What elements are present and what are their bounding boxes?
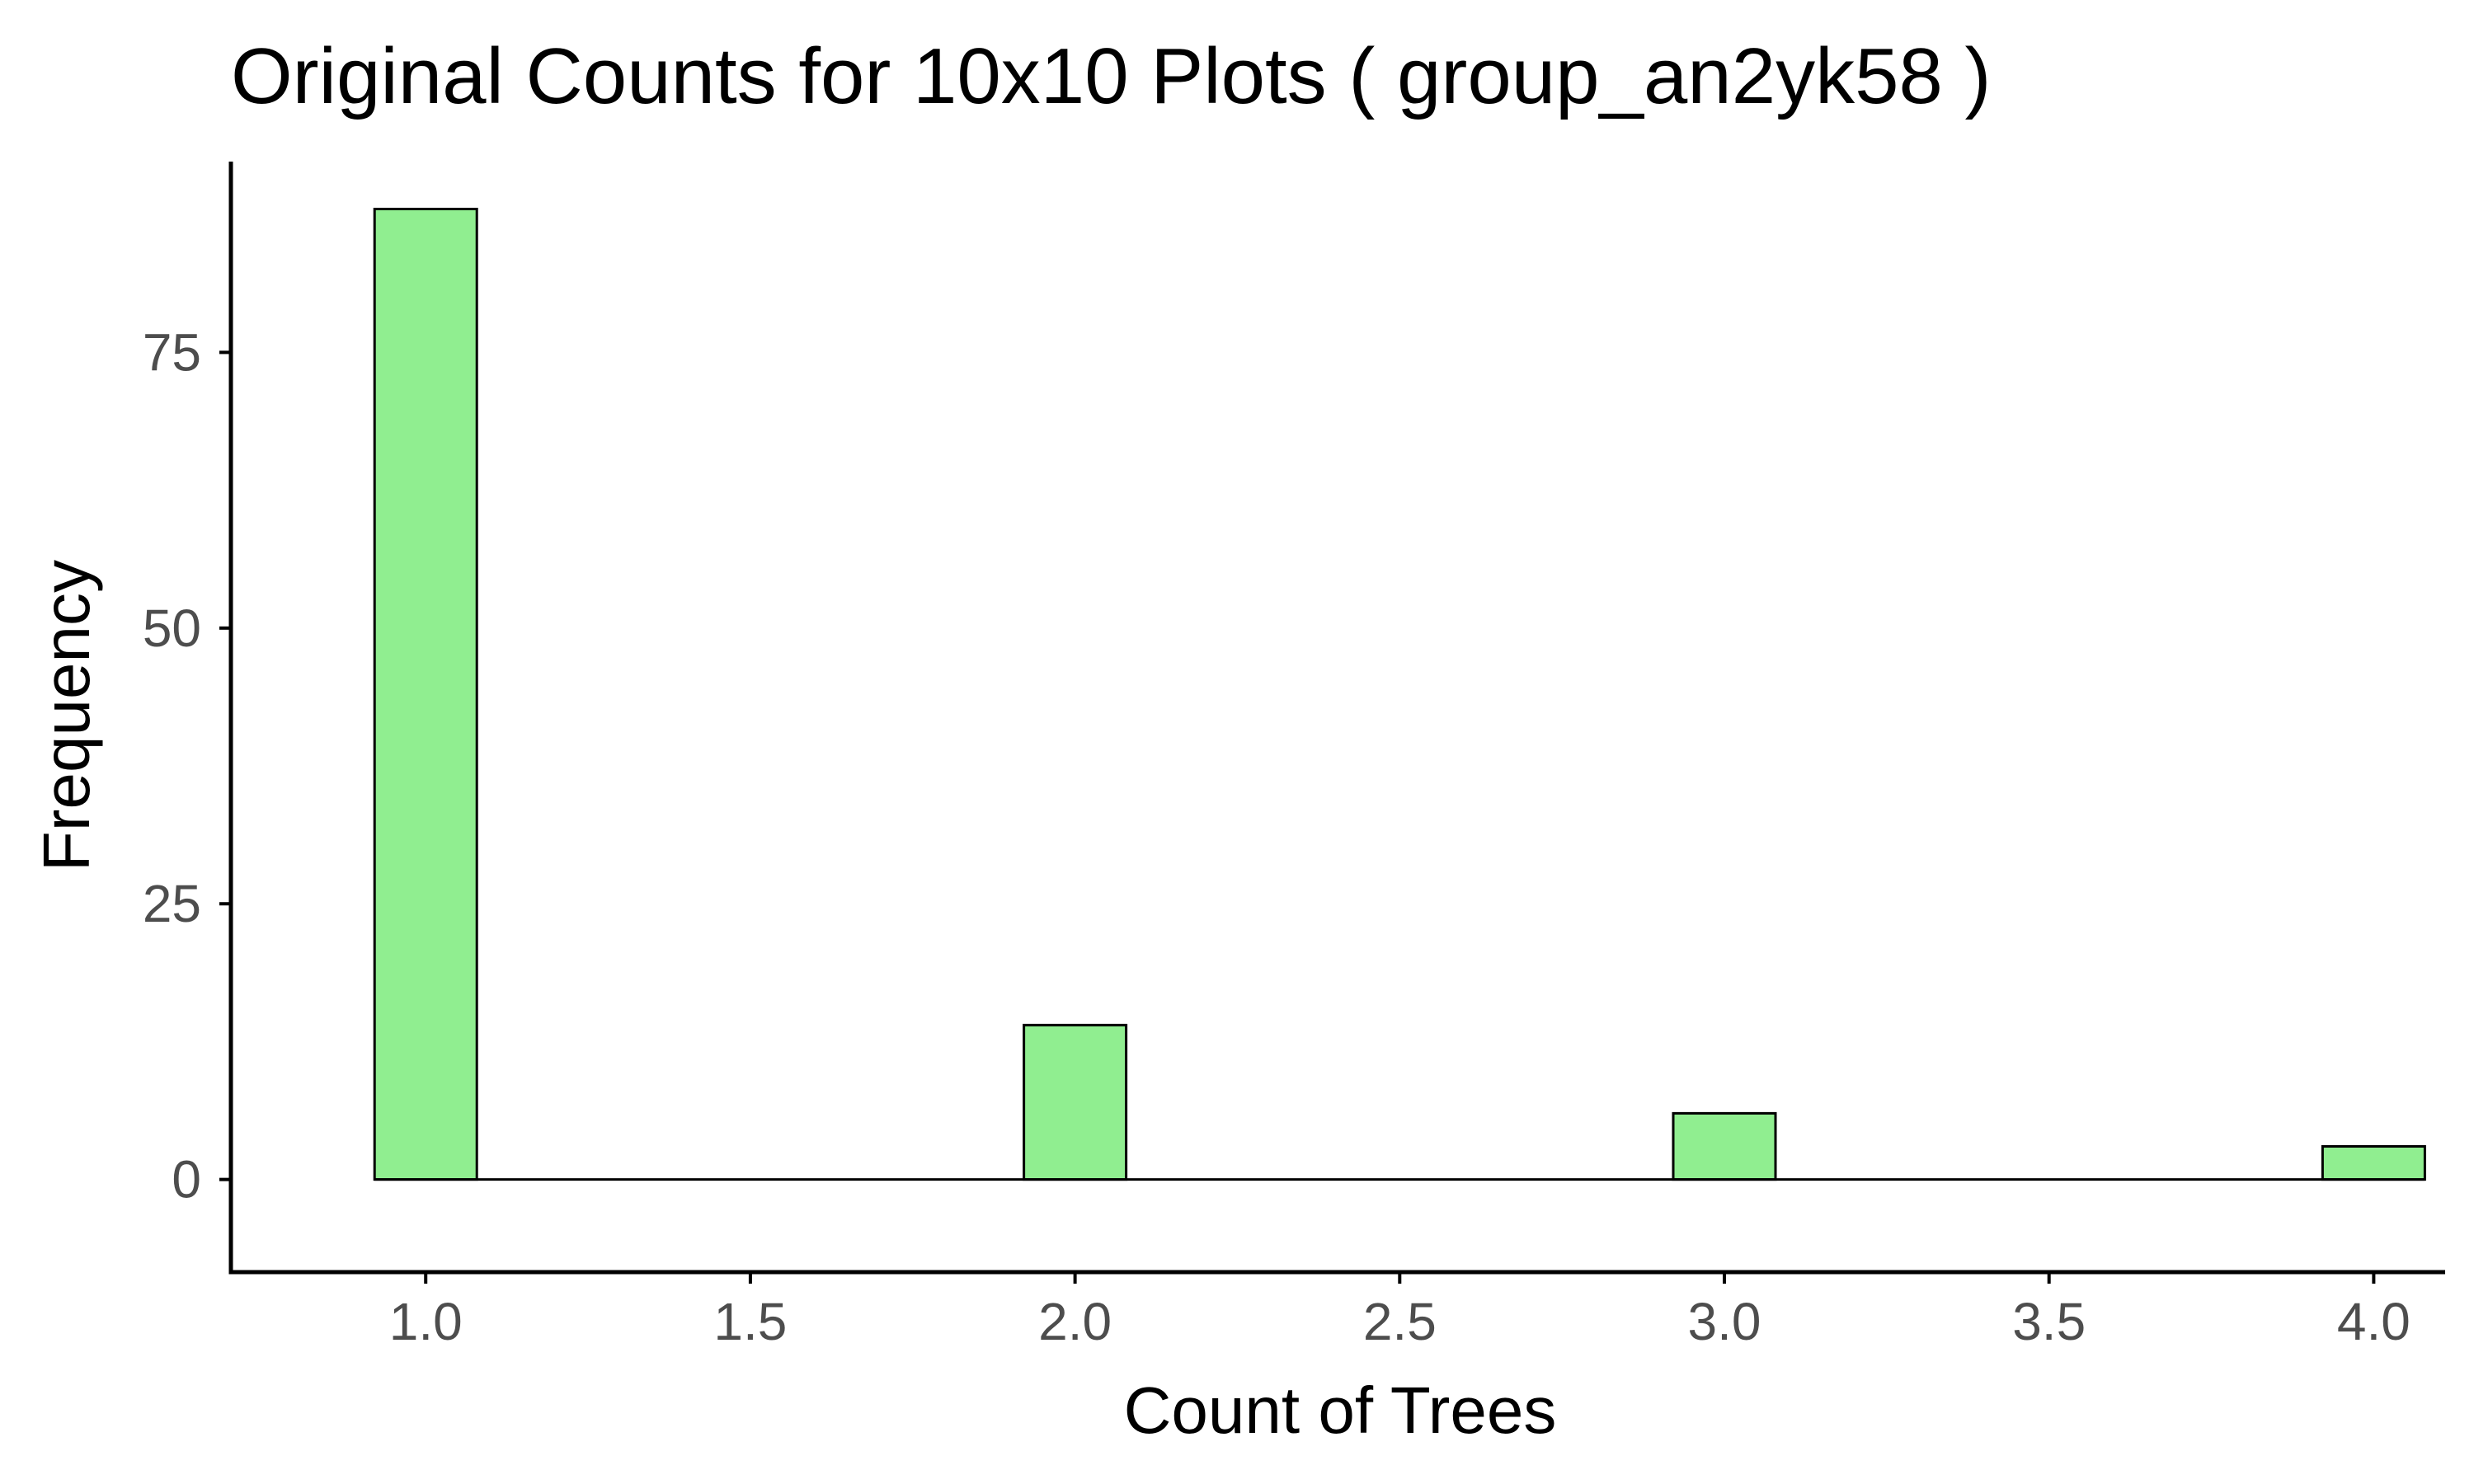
histogram-bar-4: [2321, 1145, 2426, 1181]
bars-layer: [373, 208, 2426, 1181]
y-axis-label: Frequency: [30, 560, 103, 871]
x-tick-label: 2.0: [1038, 1292, 1112, 1351]
x-axis-label: Count of Trees: [1124, 1374, 1557, 1447]
x-tick-label: 1.5: [713, 1292, 787, 1351]
y-tick-label: 25: [143, 874, 201, 933]
y-tick-label: 75: [143, 322, 201, 382]
y-tick-label: 0: [172, 1150, 201, 1209]
y-axis-ticks: 0 25 50 75: [143, 322, 231, 1209]
x-tick-label: 4.0: [2337, 1292, 2411, 1351]
x-tick-label: 3.0: [1688, 1292, 1761, 1351]
plot-area: [373, 208, 2426, 1181]
x-tick-label: 3.5: [2012, 1292, 2086, 1351]
x-tick-label: 2.5: [1363, 1292, 1437, 1351]
histogram-bar-2: [1023, 1023, 1128, 1181]
histogram-bar-3: [1672, 1111, 1777, 1181]
x-axis-ticks: 1.0 1.5 2.0 2.5 3.0 3.5 4.0: [389, 1272, 2411, 1351]
histogram-bar-1: [373, 208, 478, 1181]
x-tick-label: 1.0: [389, 1292, 463, 1351]
y-tick-label: 50: [143, 599, 201, 658]
chart-title: Original Counts for 10x10 Plots ( group_…: [231, 32, 1992, 120]
